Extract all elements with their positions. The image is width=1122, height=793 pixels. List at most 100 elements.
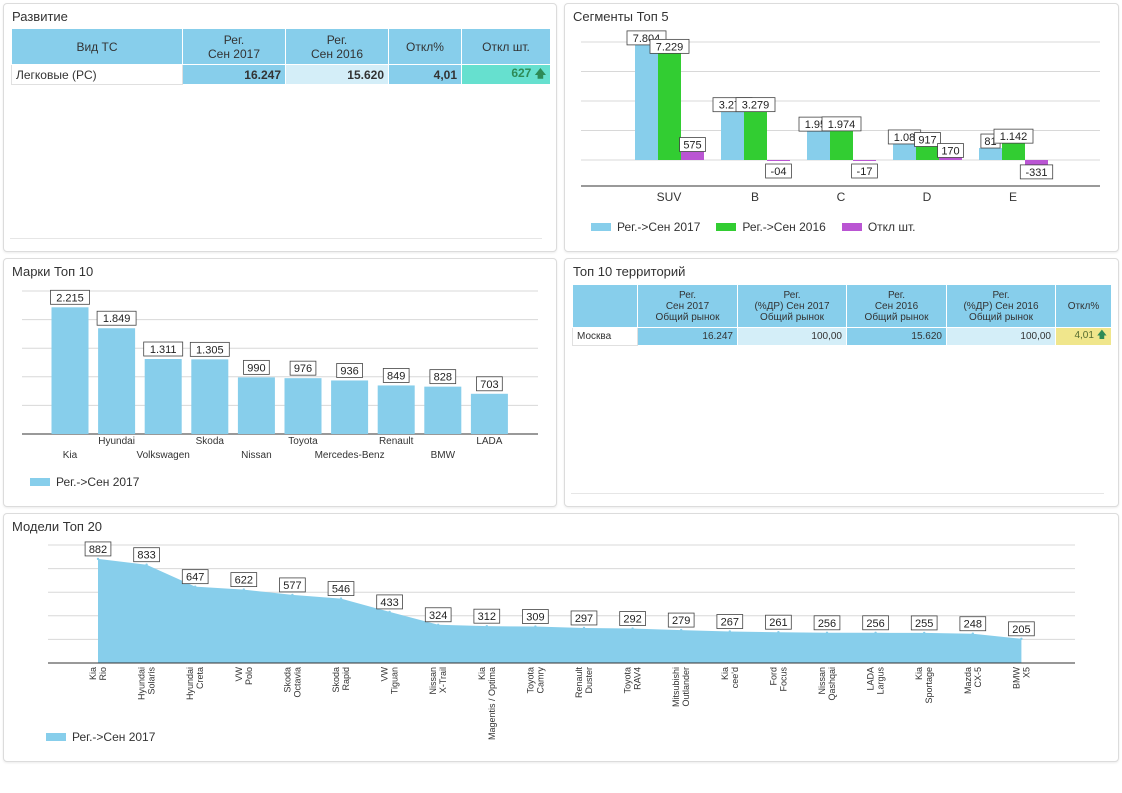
x-tick-label-line: Qashqai [827, 667, 837, 701]
x-tick-label: C [837, 190, 846, 204]
data-label: 849 [387, 370, 405, 382]
col-vid-ts[interactable]: Вид ТС [11, 28, 183, 65]
x-tick-label-line: Kia [720, 667, 730, 680]
legend-item[interactable]: Рег.->Сен 2017 [46, 730, 155, 744]
legend-label: Рег.->Сен 2017 [56, 475, 140, 489]
col-reg-2017[interactable]: Рег. Сен 2017 Общий рынок [637, 284, 738, 328]
col-pct[interactable]: Откл% [1055, 284, 1112, 328]
data-point [582, 626, 586, 630]
x-tick-label-line: Creta [195, 667, 205, 689]
data-point [145, 563, 148, 566]
x-tick-label-line: Largus [876, 667, 886, 695]
x-tick-label-line: Hyundai [185, 667, 195, 700]
legend-item[interactable]: Рег.->Сен 2017 [591, 220, 700, 234]
panel-segments: Сегменты Топ 5 7.804 7.229 575 SUV 3.275 3.27… [564, 3, 1119, 252]
data-point [1020, 637, 1023, 641]
brands-legend: Рег.->Сен 2017 [30, 475, 155, 489]
area-series [98, 558, 1022, 663]
x-tick-label: VWPolo [234, 666, 254, 685]
x-tick-label-line: Nissan [817, 667, 827, 695]
bar [658, 53, 681, 160]
data-label-box [289, 360, 317, 376]
data-label-box [336, 363, 363, 378]
data-point [485, 624, 488, 628]
x-tick-label-line: Rio [98, 667, 108, 681]
x-tick-label: Renault [379, 436, 414, 447]
table-row[interactable]: Легковые (PC) 16.247 15.620 4,01 627 🡅 [11, 64, 551, 85]
col-reg-pct-2016[interactable]: Рег. (%ДР) Сен 2016 Общий рынок [946, 284, 1056, 328]
territories-table: Рег. Сен 2017 Общий рынок Рег. (%ДР) Сен… [572, 284, 1112, 346]
bar [424, 386, 462, 434]
x-tick-label-line: Focus [778, 667, 788, 692]
data-point [96, 557, 100, 561]
x-tick-label-line: Rapid [341, 667, 351, 691]
legend-item[interactable]: Откл шт. [841, 220, 916, 234]
panel-title: Сегменты Топ 5 [573, 9, 669, 24]
x-tick-label-line: Solaris [147, 667, 157, 695]
table-row[interactable]: Москва 16.247 100,00 15.620 100,00 4,01 … [572, 327, 1112, 346]
x-tick-label: D [923, 190, 932, 204]
data-label: 248 [964, 619, 982, 631]
x-tick-label: RenaultDuster [574, 667, 594, 699]
data-label: 205 [1012, 624, 1030, 636]
row-pct-cell: 4,01 🡅 [1055, 327, 1112, 346]
data-label-box [813, 615, 841, 631]
data-label: 936 [340, 365, 358, 377]
x-tick-label-line: cee'd [730, 667, 740, 688]
col-pct[interactable]: Откл% [388, 28, 462, 65]
x-tick-label: Mercedes-Benz [315, 450, 385, 461]
x-tick-label: B [751, 190, 759, 204]
bar [681, 151, 704, 160]
bar [721, 111, 744, 160]
data-point [728, 630, 731, 633]
col-reg-pct-2017[interactable]: Рег. (%ДР) Сен 2017 Общий рынок [737, 284, 847, 328]
col-reg-2016[interactable]: Рег. Сен 2016 [285, 28, 389, 65]
x-tick-label: SkodaOctavia [282, 667, 302, 698]
data-label-box [910, 615, 938, 631]
data-label: 882 [89, 544, 107, 556]
data-label: 312 [478, 611, 496, 623]
col-reg-2016[interactable]: Рег. Сен 2016 Общий рынок [846, 284, 947, 328]
x-tick-label: Nissan [241, 450, 272, 461]
data-label-box [143, 341, 184, 357]
data-point [923, 631, 926, 635]
data-label: 292 [623, 614, 641, 626]
bar [1002, 143, 1025, 160]
legend-swatch [716, 223, 737, 231]
arrow-up-icon: 🡅 [1096, 330, 1107, 341]
data-label-box [133, 547, 160, 563]
data-label: 1.305 [196, 344, 224, 356]
col-reg-2017[interactable]: Рег. Сен 2017 [182, 28, 286, 65]
col-territory[interactable] [572, 284, 638, 328]
x-tick-label: Kiacee'd [720, 667, 740, 688]
data-label-box [570, 610, 598, 626]
data-label-box [735, 97, 776, 113]
data-label: 1.974 [828, 119, 856, 131]
razvitie-table: Вид ТС Рег. Сен 2017 Рег. Сен 2016 Откл%… [11, 28, 551, 85]
legend-item[interactable]: Рег.->Сен 2016 [716, 220, 826, 234]
x-tick-label: Skoda [196, 436, 225, 447]
data-label-box [473, 608, 501, 624]
data-point [534, 625, 537, 628]
legend-item[interactable]: Рег.->Сен 2017 [30, 475, 139, 489]
x-tick-label-line: Kia [88, 667, 98, 680]
legend-label: Рег.->Сен 2017 [617, 220, 701, 234]
bar [284, 378, 322, 434]
data-label-box [667, 612, 695, 628]
data-point [194, 585, 197, 588]
panel-models: Модели Топ 20 882 KiaRio 833 HyundaiSolaris… [3, 513, 1119, 762]
col-delta[interactable]: Откл шт. [461, 28, 551, 65]
legend-label: Рег.->Сен 2016 [742, 220, 826, 234]
x-tick-label: SkodaRapid [331, 667, 351, 693]
x-tick-label: MazdaCX-5 [963, 667, 983, 694]
models-legend: Рег.->Сен 2017 [46, 730, 171, 744]
data-label: -331 [1025, 167, 1047, 179]
legend-swatch [46, 733, 66, 741]
data-label: 622 [235, 575, 253, 587]
x-tick-label-line: Renault [574, 667, 584, 699]
x-tick-label: Toyota [288, 436, 318, 447]
x-tick-label: MitsubishiOutlander [671, 667, 691, 707]
data-label-box [1019, 164, 1054, 180]
bar [470, 393, 508, 434]
data-label-box [84, 541, 112, 557]
